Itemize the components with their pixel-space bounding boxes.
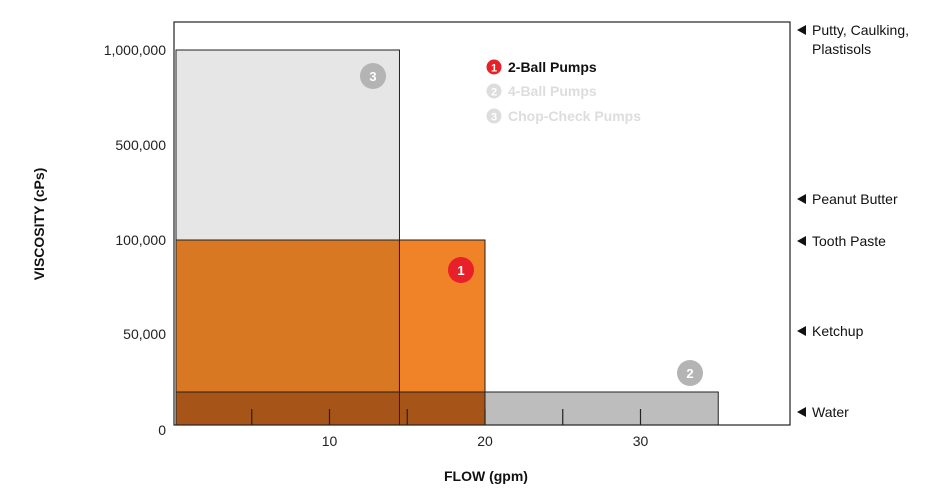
reference-label: Water bbox=[812, 404, 849, 420]
y-tick-label: 500,000 bbox=[115, 137, 166, 153]
pointer-arrow-icon bbox=[797, 236, 806, 246]
y-tick-label: 1,000,000 bbox=[104, 42, 166, 58]
series-badge-number: 2 bbox=[686, 366, 693, 381]
legend-label: 2-Ball Pumps bbox=[508, 59, 597, 75]
reference-label: Peanut Butter bbox=[812, 191, 898, 207]
series-badge-icon bbox=[677, 360, 703, 386]
x-ticks: 10 20 30 bbox=[251, 409, 649, 449]
reference-label: Tooth Paste bbox=[812, 233, 886, 249]
plot-frame bbox=[173, 21, 791, 426]
x-tick-label: 30 bbox=[633, 433, 649, 449]
legend: 1 2-Ball Pumps 2 4-Ball Pumps 3 Chop-Check Pu… bbox=[486, 59, 641, 124]
legend-badge-icon bbox=[486, 108, 502, 124]
legend-badge-icon bbox=[486, 83, 502, 99]
legend-badge-icon bbox=[486, 59, 502, 75]
x-tick-label: 10 bbox=[322, 433, 338, 449]
reference-label: Ketchup bbox=[812, 323, 864, 339]
legend-badge-number: 1 bbox=[491, 63, 497, 75]
pointer-arrow-icon bbox=[797, 407, 806, 417]
legend-label: 4-Ball Pumps bbox=[508, 83, 597, 99]
bars-layer bbox=[175, 49, 719, 426]
overlap-all-series bbox=[175, 391, 486, 426]
series-badge-number: 1 bbox=[457, 263, 464, 278]
reference-label: Putty, Caulking, bbox=[812, 22, 909, 38]
axis-layer bbox=[173, 21, 791, 426]
pointer-arrow-icon bbox=[797, 25, 806, 35]
legend-badge-number: 2 bbox=[491, 87, 497, 99]
legend-badge-number: 3 bbox=[491, 112, 497, 124]
y-tick-label: 100,000 bbox=[115, 232, 166, 248]
pointer-arrow-icon bbox=[797, 194, 806, 204]
reference-label-line2: Plastisols bbox=[812, 41, 871, 57]
series-badge-icon bbox=[448, 257, 474, 283]
y-tick-label: 50,000 bbox=[123, 326, 166, 342]
pointer-arrow-icon bbox=[797, 326, 806, 336]
series-badges: 3 1 2 bbox=[360, 63, 703, 386]
y-axis-title: VISCOSITY (cPs) bbox=[31, 168, 47, 281]
legend-label: Chop-Check Pumps bbox=[508, 108, 641, 124]
x-axis-title: FLOW (gpm) bbox=[444, 468, 528, 484]
series-badge-number: 3 bbox=[369, 69, 376, 84]
series-badge-icon bbox=[360, 63, 386, 89]
reference-labels: Putty, Caulking, Plastisols Peanut Butter T… bbox=[797, 22, 909, 420]
x-tick-label: 20 bbox=[477, 433, 493, 449]
y-ticks: 0 50,000 100,000 500,000 1,000,000 bbox=[104, 42, 167, 438]
y-tick-label: 0 bbox=[158, 422, 166, 438]
